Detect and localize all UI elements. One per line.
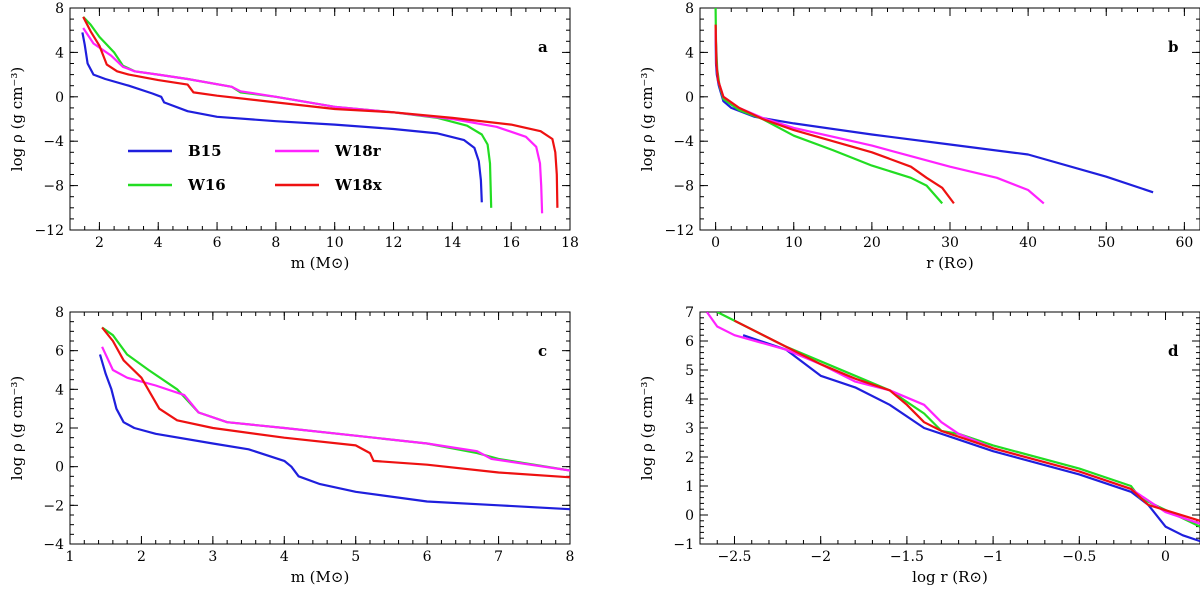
y-tick-label: 4 xyxy=(55,45,64,61)
legend-label-w18x: W18x xyxy=(334,176,383,194)
panel-c: 1 2 3 4 5 6 7 8 −4 −2 0 2 4 6 8 m (M⊙) log ρ (g cm⁻³) c xyxy=(8,305,574,586)
x-tick-label: 6 xyxy=(423,549,432,565)
y-axis-label: log ρ (g cm⁻³) xyxy=(8,376,26,480)
y-tick-label: 1 xyxy=(685,479,694,495)
x-tick-label: 6 xyxy=(213,235,222,251)
x-tick-label: 3 xyxy=(208,549,217,565)
legend-label-w18r: W18r xyxy=(334,142,382,160)
x-tick-label: −0.5 xyxy=(1062,549,1096,565)
y-tick-label: 6 xyxy=(685,334,694,350)
series-line-w16 xyxy=(82,16,493,208)
panel-letter: b xyxy=(1168,38,1179,56)
plot-frame xyxy=(69,7,571,231)
y-tick-label: −12 xyxy=(664,223,694,239)
x-tick-label: 40 xyxy=(1019,235,1037,251)
series-line-w18x xyxy=(734,319,1200,522)
panel-d: −2.5 −2 −1.5 −1 −0.5 0 −1 0 1 2 3 4 5 6 7 log r (R⊙) log… xyxy=(638,305,1200,586)
x-axis-label: m (M⊙) xyxy=(291,568,350,586)
series-line-w18r xyxy=(101,346,570,472)
y-axis-label: log ρ (g cm⁻³) xyxy=(8,67,26,171)
y-tick-label: 0 xyxy=(55,460,64,476)
x-tick-label: 8 xyxy=(271,235,280,251)
x-tick-label: 2 xyxy=(95,235,104,251)
series-line-w18r xyxy=(82,27,544,214)
x-tick-label: 20 xyxy=(863,235,881,251)
y-axis-label: log ρ (g cm⁻³) xyxy=(638,376,656,480)
y-tick-label: −4 xyxy=(43,134,64,150)
y-tick-label: −8 xyxy=(673,179,694,195)
series-line-b15 xyxy=(98,354,570,511)
x-tick-label: −2.5 xyxy=(717,549,751,565)
series-line-b15 xyxy=(81,32,483,203)
series-line-b15 xyxy=(742,334,1200,543)
y-tick-label: −1 xyxy=(673,537,694,553)
x-tick-label: 12 xyxy=(385,235,403,251)
x-axis-label: m (M⊙) xyxy=(291,254,350,272)
y-tick-label: −4 xyxy=(673,134,694,150)
x-tick-label: −1 xyxy=(983,549,1004,565)
panel-a: 2 4 6 8 10 12 14 16 18 −12 −8 −4 0 4 8 m (M⊙) log ρ (g c… xyxy=(8,1,579,272)
x-tick-label: 30 xyxy=(941,235,959,251)
x-tick-label: 4 xyxy=(154,235,163,251)
series-line-w18r xyxy=(714,30,1045,205)
legend-label-b15: B15 xyxy=(188,142,222,160)
plot-frame xyxy=(69,311,571,545)
x-tick-label: 2 xyxy=(137,549,146,565)
x-tick-label: 1 xyxy=(66,549,75,565)
series-line-w18x xyxy=(714,24,955,205)
legend-label-w16: W16 xyxy=(187,176,226,194)
x-tick-label: 60 xyxy=(1175,235,1193,251)
series-line-w16 xyxy=(101,326,570,472)
y-tick-label: 6 xyxy=(55,344,64,360)
x-tick-label: 18 xyxy=(561,235,579,251)
y-tick-label: 0 xyxy=(55,90,64,106)
y-tick-label: 7 xyxy=(685,305,694,321)
x-tick-label: 50 xyxy=(1097,235,1115,251)
x-tick-label: 7 xyxy=(494,549,503,565)
y-tick-label: 4 xyxy=(685,392,694,408)
y-tick-label: 8 xyxy=(55,1,64,17)
x-tick-label: 0 xyxy=(1161,549,1170,565)
x-tick-label: 14 xyxy=(443,235,461,251)
series-line-w16 xyxy=(714,8,944,205)
x-tick-label: 8 xyxy=(566,549,575,565)
x-tick-label: 0 xyxy=(711,235,720,251)
y-tick-label: 0 xyxy=(685,508,694,524)
y-tick-label: 2 xyxy=(685,450,694,466)
x-tick-label: −2 xyxy=(810,549,831,565)
y-tick-label: 5 xyxy=(685,363,694,379)
y-tick-label: −12 xyxy=(34,223,64,239)
y-axis-label: log ρ (g cm⁻³) xyxy=(638,67,656,171)
y-tick-label: −2 xyxy=(43,498,64,514)
series-line-w18x xyxy=(82,16,559,208)
y-tick-label: 8 xyxy=(55,305,64,321)
series-line-w18x xyxy=(101,326,570,479)
y-tick-label: 4 xyxy=(55,382,64,398)
y-tick-label: 8 xyxy=(685,1,694,17)
x-tick-label: 16 xyxy=(502,235,520,251)
y-tick-label: −8 xyxy=(43,179,64,195)
y-tick-label: 4 xyxy=(685,45,694,61)
y-tick-label: −4 xyxy=(43,537,64,553)
x-axis-label: log r (R⊙) xyxy=(912,568,988,586)
panel-b: 0 10 20 30 40 50 60 −12 −8 −4 0 4 8 r (R⊙) log ρ (g cm… xyxy=(638,1,1200,272)
x-tick-label: 5 xyxy=(351,549,360,565)
series-line-b15 xyxy=(714,30,1154,194)
x-tick-label: −1.5 xyxy=(890,549,924,565)
x-tick-label: 10 xyxy=(785,235,803,251)
x-axis-label: r (R⊙) xyxy=(926,254,974,272)
y-tick-label: 3 xyxy=(685,421,694,437)
panel-letter: a xyxy=(538,38,548,56)
x-tick-label: 10 xyxy=(326,235,344,251)
panel-letter: d xyxy=(1168,342,1179,360)
panel-letter: c xyxy=(538,342,547,360)
y-tick-label: 2 xyxy=(55,421,64,437)
x-tick-label: 4 xyxy=(280,549,289,565)
y-tick-label: 0 xyxy=(685,90,694,106)
series-line-w16 xyxy=(716,312,1200,528)
